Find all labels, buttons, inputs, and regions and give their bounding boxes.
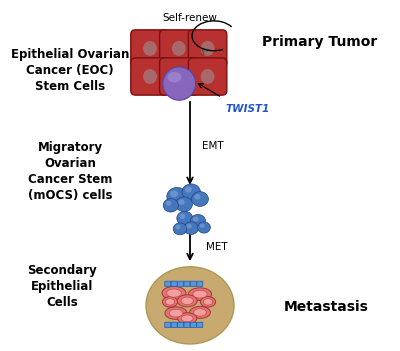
Circle shape [170, 190, 178, 197]
FancyBboxPatch shape [188, 58, 227, 95]
Ellipse shape [172, 41, 186, 56]
Circle shape [176, 197, 192, 212]
Circle shape [166, 201, 172, 206]
Circle shape [163, 199, 178, 212]
Ellipse shape [169, 309, 183, 317]
Ellipse shape [181, 315, 193, 322]
FancyBboxPatch shape [165, 322, 171, 327]
FancyBboxPatch shape [184, 281, 190, 286]
Circle shape [177, 211, 193, 225]
Ellipse shape [162, 286, 186, 300]
Circle shape [186, 224, 192, 229]
FancyBboxPatch shape [171, 322, 177, 327]
Text: Primary Tumor: Primary Tumor [262, 35, 378, 49]
Text: Self-renew: Self-renew [162, 13, 218, 23]
Circle shape [185, 186, 192, 193]
Circle shape [146, 267, 234, 344]
Circle shape [184, 222, 198, 234]
Ellipse shape [162, 297, 178, 307]
FancyBboxPatch shape [171, 281, 177, 286]
FancyBboxPatch shape [131, 58, 169, 95]
FancyBboxPatch shape [178, 281, 184, 286]
Ellipse shape [194, 309, 206, 316]
Text: Metastasis: Metastasis [284, 300, 368, 314]
Ellipse shape [178, 313, 197, 324]
Circle shape [175, 225, 180, 229]
FancyBboxPatch shape [178, 322, 184, 327]
Text: EMT: EMT [202, 141, 224, 151]
FancyBboxPatch shape [131, 30, 169, 67]
Ellipse shape [203, 299, 213, 305]
FancyBboxPatch shape [190, 322, 196, 327]
Ellipse shape [163, 67, 196, 100]
FancyBboxPatch shape [197, 281, 203, 286]
Ellipse shape [165, 299, 175, 305]
Circle shape [192, 192, 208, 206]
Circle shape [194, 194, 201, 200]
Ellipse shape [201, 69, 214, 84]
FancyBboxPatch shape [165, 281, 171, 286]
Circle shape [178, 199, 185, 205]
Text: Epithelial Ovarian
Cancer (EOC)
Stem Cells: Epithelial Ovarian Cancer (EOC) Stem Cel… [11, 48, 129, 93]
Ellipse shape [188, 288, 212, 300]
FancyBboxPatch shape [184, 322, 190, 327]
Circle shape [167, 187, 188, 206]
Circle shape [173, 223, 187, 235]
Ellipse shape [143, 41, 157, 56]
Text: MET: MET [206, 243, 228, 252]
Ellipse shape [165, 307, 187, 319]
Ellipse shape [166, 289, 182, 297]
FancyBboxPatch shape [197, 322, 203, 327]
Circle shape [198, 222, 210, 233]
Circle shape [182, 184, 200, 200]
FancyBboxPatch shape [190, 281, 196, 286]
Ellipse shape [172, 69, 186, 84]
Circle shape [200, 224, 204, 228]
Ellipse shape [201, 41, 214, 56]
FancyBboxPatch shape [188, 30, 227, 67]
Circle shape [179, 213, 186, 219]
Ellipse shape [193, 290, 207, 298]
Ellipse shape [167, 72, 182, 82]
Ellipse shape [200, 297, 216, 307]
Text: Migratory
Ovarian
Cancer Stem
(mOCS) cells: Migratory Ovarian Cancer Stem (mOCS) cel… [28, 141, 112, 203]
Circle shape [193, 217, 199, 222]
Circle shape [190, 214, 206, 228]
Ellipse shape [190, 306, 210, 318]
Ellipse shape [177, 295, 197, 307]
Text: Secondary
Epithelial
Cells: Secondary Epithelial Cells [27, 264, 97, 309]
Ellipse shape [181, 297, 194, 305]
Ellipse shape [143, 69, 157, 84]
FancyBboxPatch shape [160, 58, 198, 95]
FancyBboxPatch shape [160, 30, 198, 67]
Text: TWIST1: TWIST1 [226, 104, 270, 114]
